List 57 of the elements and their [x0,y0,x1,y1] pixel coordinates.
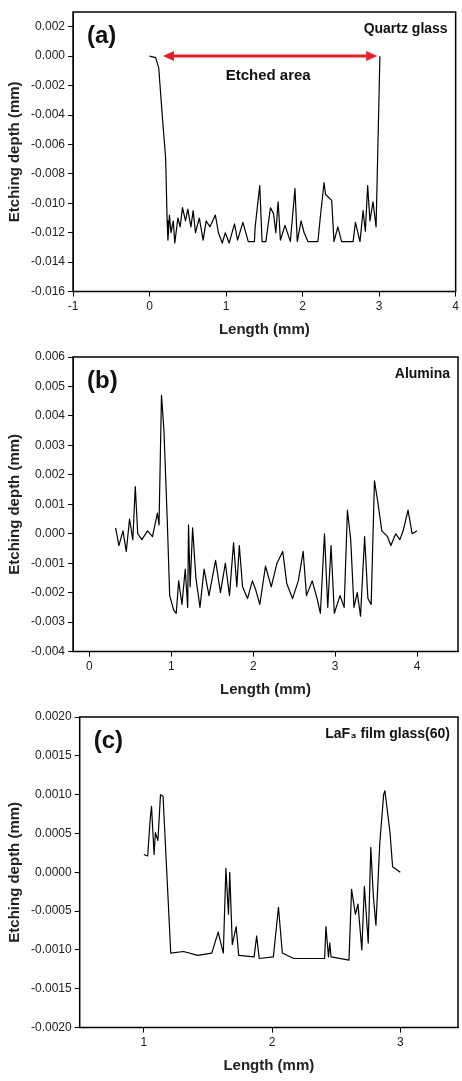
y-tick-label: 0.0010 [35,786,73,801]
y-tick-label: -0.0015 [31,981,73,996]
y-tick-label: 0.000 [34,526,66,541]
y-tick-label: 0.005 [34,378,66,393]
y-tick-label: -0.0005 [31,903,73,918]
y-tick-label: 0.003 [34,437,66,452]
y-tick-label: -0.008 [30,166,66,181]
annotation: (c) [93,725,124,753]
x-tick-label: 1 [140,1035,148,1050]
y-tick-label: 0.000 [34,48,66,63]
text: Alumina [394,364,451,381]
x-axis-title: Length (mm) [220,680,311,698]
y-axis-title: Etching depth (mm) [5,433,23,575]
y-tick-label: 0.002 [34,467,66,482]
y-tick-label: 0.0015 [35,748,73,763]
x-tick-label: 2 [268,1035,276,1050]
y-tick-label: -0.0010 [31,942,73,957]
y-tick-label: -0.004 [30,643,66,658]
y-axis-title: Etching depth (mm) [5,81,23,223]
x-axis-title: Length (mm) [218,320,310,338]
annotation: (b) [87,365,118,393]
text: LaF₃ film glass(60) [325,724,450,741]
y-tick-label: 0.006 [34,349,66,364]
y-tick-label: -0.016 [30,283,66,298]
x-tick-label: 3 [331,659,339,674]
y-tick-label: -0.002 [30,584,66,599]
x-tick-label: 4 [452,299,460,314]
y-tick-label: 0.002 [34,19,66,34]
x-tick-label: 0 [146,299,154,314]
x-tick-label: 1 [222,299,230,314]
x-tick-label: 4 [413,659,421,674]
y-tick-label: -0.004 [30,107,66,122]
y-tick-label: 0.0005 [35,825,73,840]
x-tick-label: 1 [167,659,175,674]
x-tick-label: 3 [375,299,383,314]
x-tick-label: 0 [86,659,94,674]
y-tick-label: 0.004 [34,408,66,423]
y-tick-label: -0.010 [30,195,66,210]
x-tick-label: -1 [67,299,79,314]
y-tick-label: -0.002 [30,77,66,92]
y-tick-label: -0.014 [30,254,66,269]
x-tick-label: 3 [396,1035,404,1050]
text: Quartz glass [363,19,448,36]
y-tick-label: -0.006 [30,136,66,151]
y-tick-label: -0.0020 [31,1019,73,1034]
annotation: Etched area [225,66,312,84]
x-axis-title: Length (mm) [223,1056,315,1074]
y-tick-label: 0.001 [34,496,66,511]
y-axis-title: Etching depth (mm) [5,801,23,943]
y-tick-label: -0.001 [30,555,66,570]
y-tick-label: 0.0000 [35,864,73,879]
y-tick-label: -0.012 [30,225,66,240]
y-tick-label: 0.0020 [35,709,73,724]
annotation: (a) [87,20,117,48]
x-tick-label: 2 [299,299,307,314]
x-tick-label: 2 [249,659,257,674]
y-tick-label: -0.003 [30,614,66,629]
